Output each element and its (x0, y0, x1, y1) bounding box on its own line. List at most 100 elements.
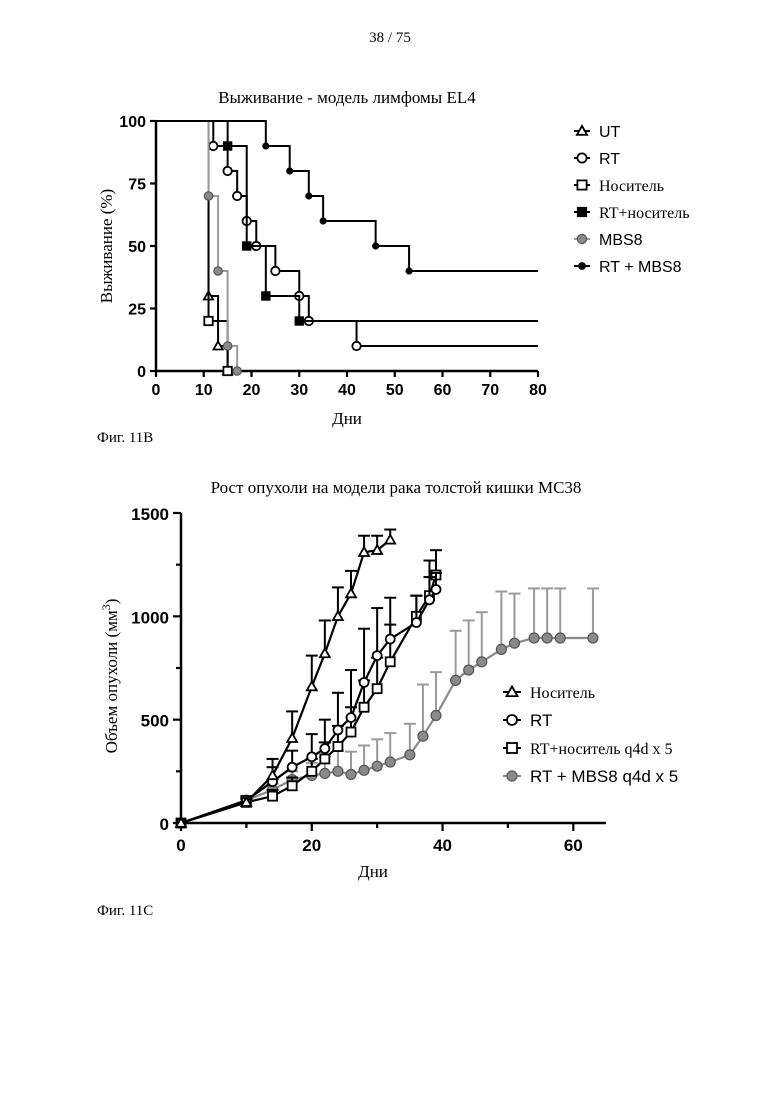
growth-series-line (181, 575, 436, 823)
growth-data-point (320, 754, 329, 763)
growth-x-tick-label: 60 (564, 836, 583, 855)
survival-x-axis-label: Дни (332, 409, 362, 428)
growth-data-point (287, 733, 297, 742)
survival-data-point (223, 342, 231, 350)
growth-data-point (432, 585, 441, 594)
survival-data-point (223, 167, 231, 175)
survival-y-tick-label: 50 (128, 239, 146, 256)
growth-data-point (542, 633, 552, 643)
survival-legend-marker (577, 126, 587, 135)
survival-legend-marker (577, 234, 586, 243)
growth-y-axis-label: Объем опухоли (мм3) (99, 599, 121, 754)
growth-data-point (333, 726, 342, 735)
survival-data-point (233, 367, 241, 375)
growth-data-point (477, 657, 487, 667)
growth-x-tick-label: 0 (176, 836, 185, 855)
figure-caption-11b: Фиг. 11B (97, 430, 153, 447)
survival-y-tick-label: 25 (128, 302, 146, 319)
growth-data-point (359, 547, 369, 556)
survival-legend-label: MBS8 (599, 232, 643, 249)
growth-data-point (346, 589, 356, 598)
growth-y-tick-label: 0 (160, 815, 169, 834)
survival-data-point (372, 242, 379, 249)
growth-data-point (288, 781, 297, 790)
survival-data-point (204, 192, 212, 200)
growth-data-point (372, 761, 382, 771)
survival-legend-marker (577, 153, 586, 162)
survival-x-tick-label: 40 (338, 382, 356, 399)
growth-data-point (412, 618, 421, 627)
survival-data-point (352, 342, 360, 350)
survival-legend-label: Носитель (599, 178, 664, 195)
growth-data-point (347, 713, 356, 722)
growth-data-point (418, 731, 428, 741)
growth-data-point (307, 682, 317, 691)
growth-chart-title: Рост опухоли на модели рака толстой кишк… (211, 478, 582, 497)
growth-y-tick-label: 1500 (131, 505, 169, 524)
survival-y-tick-label: 100 (119, 114, 146, 131)
survival-data-point (214, 267, 222, 275)
growth-data-point (333, 742, 342, 751)
growth-data-point (385, 757, 395, 767)
growth-legend-label: Носитель (530, 685, 595, 702)
survival-legend-label: RT+носитель (599, 205, 690, 222)
survival-data-point (286, 167, 293, 174)
survival-curve (156, 121, 538, 346)
growth-x-tick-label: 40 (433, 836, 452, 855)
survival-data-point (209, 142, 217, 150)
growth-legend-marker (507, 743, 517, 753)
survival-legend-label: RT + MBS8 (599, 259, 682, 276)
growth-data-point (333, 611, 343, 620)
growth-data-point (373, 684, 382, 693)
growth-data-point (529, 633, 539, 643)
growth-data-point (373, 651, 382, 660)
figure-caption-11c: Фиг. 11C (97, 903, 153, 920)
growth-data-point (359, 765, 369, 775)
page-number: 38 / 75 (0, 30, 780, 47)
growth-data-point (320, 744, 329, 753)
survival-y-axis-label: Выживание (%) (97, 189, 116, 303)
tumor-growth-chart: Рост опухоли на модели рака толстой кишк… (0, 470, 780, 890)
survival-curve (156, 121, 228, 371)
growth-data-point (360, 678, 369, 687)
growth-series-line (181, 589, 436, 823)
survival-chart-title: Выживание - модель лимфомы EL4 (218, 88, 476, 107)
survival-data-point (262, 292, 270, 300)
growth-data-point (496, 644, 506, 654)
survival-data-point (271, 267, 279, 275)
growth-y-tick-label: 500 (141, 712, 169, 731)
survival-curve (156, 121, 237, 371)
growth-data-point (451, 675, 461, 685)
growth-x-tick-label: 20 (302, 836, 321, 855)
growth-data-point (405, 750, 415, 760)
growth-data-point (509, 638, 519, 648)
growth-data-point (346, 769, 356, 779)
growth-data-point (347, 728, 356, 737)
survival-x-tick-label: 50 (386, 382, 404, 399)
growth-data-point (288, 763, 297, 772)
survival-y-tick-label: 75 (128, 177, 146, 194)
survival-data-point (233, 192, 241, 200)
growth-legend-label: RT + MBS8 q4d x 5 (530, 767, 678, 786)
survival-data-point (305, 192, 312, 199)
growth-data-point (386, 657, 395, 666)
survival-data-point (295, 317, 303, 325)
survival-data-point (213, 341, 222, 349)
survival-x-tick-label: 30 (290, 382, 308, 399)
growth-data-point (431, 711, 441, 721)
survival-data-point (223, 367, 231, 375)
survival-legend-marker (578, 262, 586, 270)
survival-data-point (204, 317, 212, 325)
growth-data-point (464, 665, 474, 675)
growth-data-point (307, 752, 316, 761)
growth-x-axis-label: Дни (358, 862, 388, 881)
survival-x-tick-label: 60 (434, 382, 452, 399)
survival-x-tick-label: 20 (243, 382, 261, 399)
growth-y-tick-label: 1000 (131, 608, 169, 627)
survival-data-point (243, 242, 251, 250)
growth-legend-marker (507, 715, 517, 725)
growth-legend-marker (507, 771, 517, 781)
growth-data-point (386, 635, 395, 644)
growth-data-point (320, 768, 330, 778)
survival-x-tick-label: 0 (152, 382, 161, 399)
